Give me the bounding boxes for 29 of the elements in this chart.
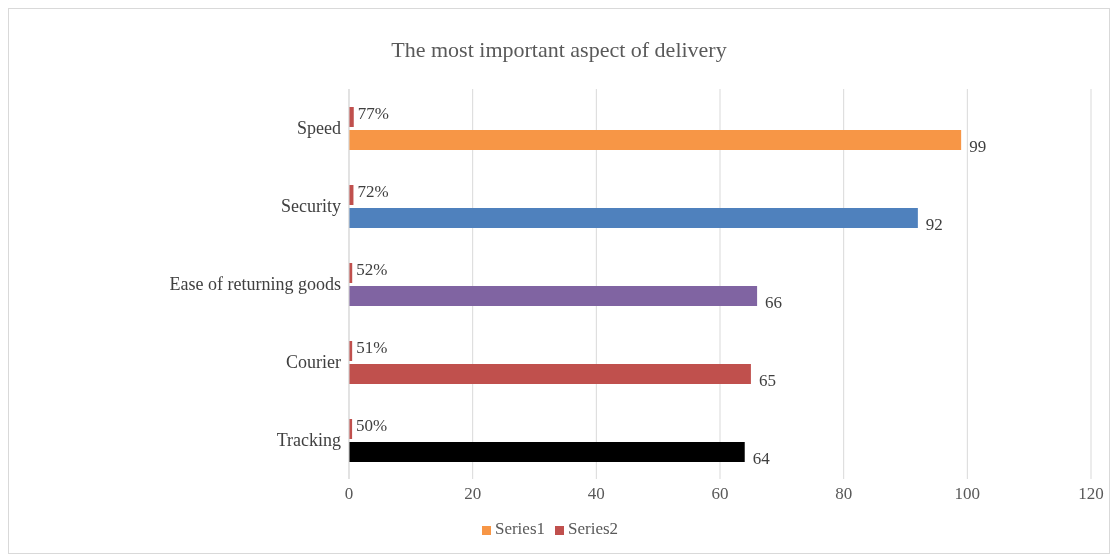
y-tick-label: Tracking <box>276 430 341 451</box>
legend-label: Series1 <box>494 519 545 538</box>
x-tick-label: 20 <box>464 484 482 504</box>
data-label: 52% <box>356 259 388 279</box>
data-label: 50% <box>356 415 388 435</box>
x-tick-label: 40 <box>587 484 605 504</box>
y-tick-label: Ease of returning goods <box>169 274 341 295</box>
x-tick-label: 80 <box>835 484 853 504</box>
bar <box>349 208 918 228</box>
bar <box>349 130 962 150</box>
data-label: 66 <box>765 292 783 312</box>
x-tick-label: 120 <box>1078 484 1104 504</box>
data-label: 65 <box>758 370 776 390</box>
chart-title: The most important aspect of delivery <box>390 37 728 63</box>
y-tick-label: Courier <box>286 352 342 373</box>
x-tick-label: 0 <box>344 484 354 504</box>
data-label: 51% <box>356 337 388 357</box>
data-label: 99 <box>969 136 987 156</box>
data-label: 64 <box>752 448 771 468</box>
x-tick-label: 100 <box>954 484 981 504</box>
data-label: 92 <box>925 214 943 234</box>
data-label: 72% <box>357 181 389 201</box>
bar <box>349 442 745 462</box>
x-tick-label: 60 <box>711 484 729 504</box>
legend-label: Series2 <box>568 519 619 538</box>
data-label: 77% <box>357 103 389 123</box>
bar <box>349 286 758 306</box>
y-tick-label: Speed <box>297 118 341 139</box>
y-tick-label: Security <box>281 196 341 217</box>
